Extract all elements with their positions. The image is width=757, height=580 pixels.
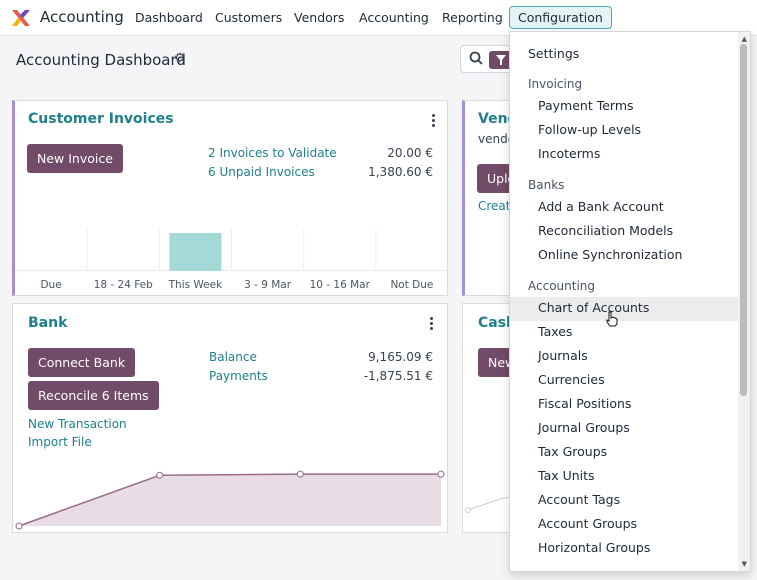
- connect-bank-button[interactable]: Connect Bank: [28, 348, 136, 377]
- menu-item-currencies[interactable]: Currencies: [538, 372, 605, 387]
- unpaid-invoices-link[interactable]: 6 Unpaid Invoices: [208, 165, 315, 179]
- menu-item-online-synchronization[interactable]: Online Synchronization: [538, 247, 683, 262]
- chart-point: [437, 470, 445, 478]
- menu-item-reconciliation-models[interactable]: Reconciliation Models: [538, 223, 674, 238]
- menu-item-account-tags[interactable]: Account Tags: [538, 492, 621, 507]
- balance-amount: 9,165.09 €: [368, 350, 433, 364]
- chart-point: [296, 470, 304, 478]
- bank-balance-chart: [15, 470, 445, 530]
- chart-point: [156, 471, 164, 479]
- menu-item-tax-units[interactable]: Tax Units: [538, 468, 595, 483]
- hover-highlight: [510, 297, 740, 321]
- new-invoice-button[interactable]: New Invoice: [27, 144, 123, 173]
- payments-link[interactable]: Payments: [209, 369, 268, 383]
- chart-tick-label: This Week: [168, 279, 223, 291]
- chart-tick-label: 10 - 16 Mar: [309, 279, 370, 291]
- menu-item-taxes[interactable]: Taxes: [538, 324, 573, 339]
- menu-item-fiscal-positions[interactable]: Fiscal Positions: [538, 396, 632, 411]
- invoices-to-validate-amount: 20.00 €: [387, 146, 433, 160]
- section-accounting: Accounting: [528, 279, 596, 293]
- nav-accounting[interactable]: Accounting: [359, 10, 429, 25]
- card-title[interactable]: Cash: [478, 315, 517, 331]
- page-title: Accounting Dashboard: [16, 51, 186, 69]
- configuration-dropdown: Settings Invoicing Payment Terms Follow-…: [509, 31, 751, 572]
- nav-dashboard[interactable]: Dashboard: [135, 10, 203, 25]
- menu-item-account-groups[interactable]: Account Groups: [538, 516, 638, 531]
- filter-icon[interactable]: [489, 51, 513, 69]
- menu-item-horizontal-groups[interactable]: Horizontal Groups: [538, 540, 651, 555]
- invoice-bar-chart: [15, 229, 448, 271]
- new-transaction-link[interactable]: New Transaction: [28, 417, 127, 431]
- chart-tick-label: Not Due: [390, 279, 434, 291]
- kebab-menu-icon[interactable]: [430, 317, 434, 332]
- scroll-down-icon[interactable]: ▼: [741, 560, 747, 568]
- menu-item-tax-groups[interactable]: Tax Groups: [538, 444, 608, 459]
- card-title[interactable]: Vend: [478, 111, 518, 127]
- chart-point: [15, 522, 23, 530]
- menu-item-settings[interactable]: Settings: [528, 46, 580, 61]
- menu-item-chart-of-accounts[interactable]: Chart of Accounts: [538, 300, 650, 315]
- menu-item-add-bank-account[interactable]: Add a Bank Account: [538, 199, 664, 214]
- gear-icon[interactable]: ⚙: [174, 51, 186, 66]
- menu-item-follow-up-levels[interactable]: Follow-up Levels: [538, 122, 642, 137]
- accounting-logo-icon[interactable]: [10, 8, 32, 28]
- chart-line: [18, 473, 441, 527]
- bank-card: Bank Connect Bank Reconcile 6 Items New …: [12, 303, 448, 533]
- card-title[interactable]: Customer Invoices: [28, 111, 174, 127]
- section-invoicing: Invoicing: [528, 77, 583, 91]
- nav-customers[interactable]: Customers: [215, 10, 283, 25]
- nav-configuration[interactable]: Configuration: [509, 6, 612, 29]
- nav-reporting[interactable]: Reporting: [442, 10, 503, 25]
- chart-tick-label: 3 - 9 Mar: [244, 279, 292, 291]
- app-name[interactable]: Accounting: [40, 8, 124, 26]
- chart-tick-label: Due: [40, 279, 62, 291]
- search-icon[interactable]: [469, 51, 483, 65]
- chart-bar: [169, 233, 222, 271]
- import-file-link[interactable]: Import File: [28, 435, 92, 449]
- menu-item-journals[interactable]: Journals: [538, 348, 588, 363]
- chart-tick-label: 18 - 24 Feb: [93, 279, 153, 291]
- scrollbar-thumb[interactable]: [740, 44, 747, 396]
- unpaid-invoices-amount: 1,380.60 €: [368, 165, 433, 179]
- menu-item-journal-groups[interactable]: Journal Groups: [538, 420, 630, 435]
- card-subtitle: vendo: [478, 132, 516, 146]
- hand-cursor-icon: [606, 311, 618, 327]
- section-banks: Banks: [528, 178, 565, 192]
- reconcile-items-button[interactable]: Reconcile 6 Items: [28, 381, 159, 410]
- nav-vendors[interactable]: Vendors: [294, 10, 345, 25]
- menu-item-payment-terms[interactable]: Payment Terms: [538, 98, 634, 113]
- scroll-up-icon[interactable]: ▲: [741, 35, 747, 43]
- chart-area: [19, 474, 441, 526]
- card-title[interactable]: Bank: [28, 315, 68, 331]
- payments-amount: -1,875.51 €: [363, 369, 433, 383]
- customer-invoices-card: Customer Invoices New Invoice 2 Invoices…: [12, 100, 448, 296]
- kebab-menu-icon[interactable]: [432, 114, 436, 129]
- balance-link[interactable]: Balance: [209, 350, 257, 364]
- scrollbar[interactable]: ▲ ▼: [738, 32, 750, 571]
- invoices-to-validate-link[interactable]: 2 Invoices to Validate: [208, 146, 337, 160]
- top-navbar: Accounting Dashboard Customers Vendors A…: [0, 0, 757, 36]
- menu-item-incoterms[interactable]: Incoterms: [538, 146, 601, 161]
- create-link[interactable]: Creat: [478, 199, 511, 213]
